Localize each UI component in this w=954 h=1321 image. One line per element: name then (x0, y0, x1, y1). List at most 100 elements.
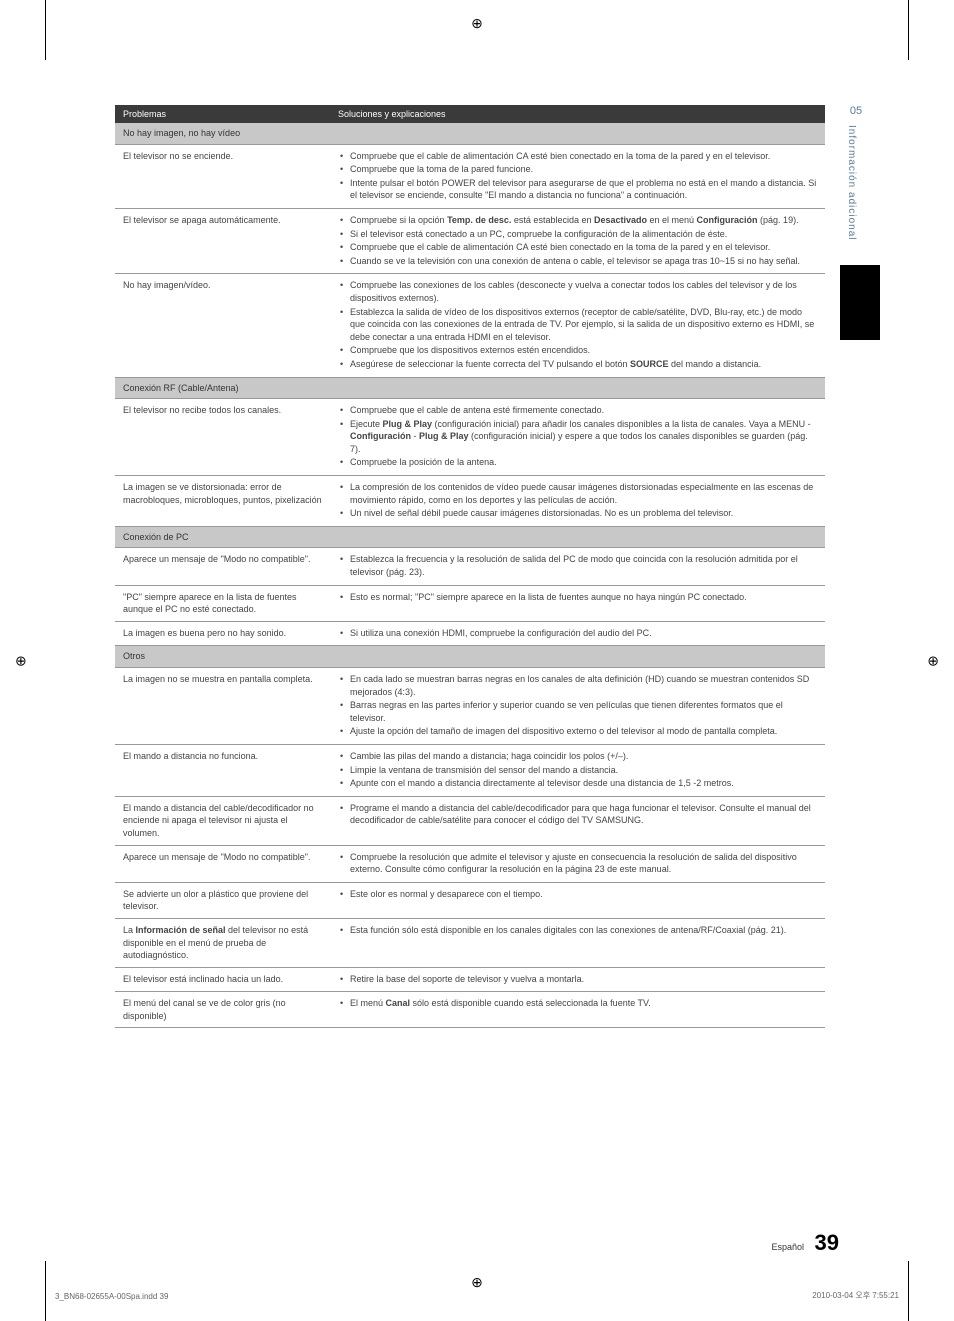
table-row: El menú del canal se ve de color gris (n… (115, 992, 825, 1028)
solution-item: Ejecute Plug & Play (configuración inici… (338, 418, 817, 456)
table-row: El televisor se apaga automáticamente.Co… (115, 208, 825, 273)
section-header-row: No hay imagen, no hay vídeo (115, 123, 825, 144)
page-number: 39 (815, 1230, 839, 1255)
problem-cell: El televisor se apaga automáticamente. (115, 208, 330, 273)
solution-item: Asegúrese de seleccionar la fuente corre… (338, 358, 817, 371)
solution-cell: El menú Canal sólo está disponible cuand… (330, 992, 825, 1028)
table-row: Se advierte un olor a plástico que provi… (115, 882, 825, 918)
table-row: El mando a distancia del cable/decodific… (115, 796, 825, 845)
solution-item: Establezca la frecuencia y la resolución… (338, 553, 817, 578)
solution-list: Programe el mando a distancia del cable/… (338, 802, 817, 827)
problem-cell: Aparece un mensaje de "Modo no compatibl… (115, 548, 330, 585)
section-header-row: Otros (115, 646, 825, 668)
solution-item: Si utiliza una conexión HDMI, compruebe … (338, 627, 817, 640)
problem-cell: Aparece un mensaje de "Modo no compatibl… (115, 845, 330, 882)
solution-item: En cada lado se muestran barras negras e… (338, 673, 817, 698)
problem-cell: El televisor no se enciende. (115, 144, 330, 208)
problem-cell: La imagen es buena pero no hay sonido. (115, 621, 330, 646)
problem-cell: El televisor está inclinado hacia un lad… (115, 967, 330, 992)
problem-cell: El televisor no recibe todos los canales… (115, 399, 330, 476)
solution-item: El menú Canal sólo está disponible cuand… (338, 997, 817, 1010)
problem-cell: La imagen se ve distorsionada: error de … (115, 476, 330, 527)
solution-item: Ajuste la opción del tamaño de imagen de… (338, 725, 817, 738)
solution-item: Apunte con el mando a distancia directam… (338, 777, 817, 790)
solution-item: Cuando se ve la televisión con una conex… (338, 255, 817, 268)
solution-list: Esta función sólo está disponible en los… (338, 924, 817, 937)
solution-list: Cambie las pilas del mando a distancia; … (338, 750, 817, 790)
solution-list: Compruebe las conexiones de los cables (… (338, 279, 817, 370)
solution-cell: Retire la base del soporte de televisor … (330, 967, 825, 992)
solution-cell: Si utiliza una conexión HDMI, compruebe … (330, 621, 825, 646)
solution-list: Compruebe que el cable de antena esté fi… (338, 404, 817, 469)
page-footer: Español 39 (771, 1230, 839, 1256)
table-row: No hay imagen/vídeo. Compruebe las conexi… (115, 274, 825, 377)
table-row: Aparece un mensaje de "Modo no compatibl… (115, 548, 825, 585)
table-row: La Información de señal del televisor no… (115, 918, 825, 967)
solution-cell: Cambie las pilas del mando a distancia; … (330, 744, 825, 796)
solution-cell: En cada lado se muestran barras negras e… (330, 668, 825, 745)
registration-mark: ⊕ (15, 652, 27, 669)
solution-list: Establezca la frecuencia y la resolución… (338, 553, 817, 578)
crop-mark (45, 1261, 46, 1321)
table-row: El televisor no recibe todos los canales… (115, 399, 825, 476)
table-row: Aparece un mensaje de "Modo no compatibl… (115, 845, 825, 882)
table-row: La imagen es buena pero no hay sonido. Si… (115, 621, 825, 646)
solution-cell: Establezca la frecuencia y la resolución… (330, 548, 825, 585)
table-row: El mando a distancia no funciona. Cambie … (115, 744, 825, 796)
section-header-row: Conexión RF (Cable/Antena) (115, 377, 825, 399)
column-header-problems: Problemas (115, 105, 330, 123)
solution-cell: Compruebe las conexiones de los cables (… (330, 274, 825, 377)
solution-cell: Compruebe que el cable de alimentación C… (330, 144, 825, 208)
problem-cell: La Información de señal del televisor no… (115, 918, 330, 967)
solution-cell: La compresión de los contenidos de vídeo… (330, 476, 825, 527)
solution-list: La compresión de los contenidos de vídeo… (338, 481, 817, 520)
troubleshooting-table: Problemas Soluciones y explicaciones No … (115, 105, 825, 1028)
solution-item: Compruebe que el cable de antena esté fi… (338, 404, 817, 417)
problem-cell: El mando a distancia no funciona. (115, 744, 330, 796)
solution-cell: Esta función sólo está disponible en los… (330, 918, 825, 967)
solution-item: Esto es normal; "PC" siempre aparece en … (338, 591, 817, 604)
print-footer-right: 2010-03-04 오후 7:55:21 (812, 1290, 899, 1301)
table-row: La imagen se ve distorsionada: error de … (115, 476, 825, 527)
solution-item: Cambie las pilas del mando a distancia; … (338, 750, 817, 763)
solution-item: Barras negras en las partes inferior y s… (338, 699, 817, 724)
solution-list: Este olor es normal y desaparece con el … (338, 888, 817, 901)
solution-cell: Compruebe si la opción Temp. de desc. es… (330, 208, 825, 273)
solution-list: Si utiliza una conexión HDMI, compruebe … (338, 627, 817, 640)
table-row: "PC" siempre aparece en la lista de fuen… (115, 585, 825, 621)
solution-list: Compruebe que el cable de alimentación C… (338, 150, 817, 202)
solution-item: Compruebe que la toma de la pared funcio… (338, 163, 817, 176)
problem-cell: El menú del canal se ve de color gris (n… (115, 992, 330, 1028)
solution-item: Compruebe la posición de la antena. (338, 456, 817, 469)
solution-item: Programe el mando a distancia del cable/… (338, 802, 817, 827)
solution-item: Esta función sólo está disponible en los… (338, 924, 817, 937)
section-title: Conexión de PC (115, 526, 825, 548)
solution-item: Compruebe que el cable de alimentación C… (338, 241, 817, 254)
solution-item: Compruebe la resolución que admite el te… (338, 851, 817, 876)
print-footer-left: 3_BN68-02655A-00Spa.indd 39 (55, 1292, 168, 1301)
table-row: El televisor está inclinado hacia un lad… (115, 967, 825, 992)
sidebar-section-label: 05 Información adicional (846, 105, 866, 241)
table-row: El televisor no se enciende. Compruebe qu… (115, 144, 825, 208)
solution-item: Un nivel de señal débil puede causar imá… (338, 507, 817, 520)
section-title: No hay imagen, no hay vídeo (115, 123, 825, 144)
problem-cell: Se advierte un olor a plástico que provi… (115, 882, 330, 918)
registration-mark: ⊕ (471, 1274, 483, 1291)
registration-mark: ⊕ (927, 652, 939, 669)
problem-cell: No hay imagen/vídeo. (115, 274, 330, 377)
solution-list: Esto es normal; "PC" siempre aparece en … (338, 591, 817, 604)
footer-language: Español (771, 1242, 804, 1252)
problem-cell: "PC" siempre aparece en la lista de fuen… (115, 585, 330, 621)
solution-item: Intente pulsar el botón POWER del televi… (338, 177, 817, 202)
solution-list: Retire la base del soporte de televisor … (338, 973, 817, 986)
section-header-row: Conexión de PC (115, 526, 825, 548)
crop-mark (45, 0, 46, 60)
section-title: Conexión RF (Cable/Antena) (115, 377, 825, 399)
solution-item: Compruebe que el cable de alimentación C… (338, 150, 817, 163)
solution-item: Compruebe las conexiones de los cables (… (338, 279, 817, 304)
solution-item: Limpie la ventana de transmisión del sen… (338, 764, 817, 777)
crop-mark (908, 1261, 909, 1321)
solution-item: Este olor es normal y desaparece con el … (338, 888, 817, 901)
solution-list: En cada lado se muestran barras negras e… (338, 673, 817, 738)
solution-cell: Programe el mando a distancia del cable/… (330, 796, 825, 845)
